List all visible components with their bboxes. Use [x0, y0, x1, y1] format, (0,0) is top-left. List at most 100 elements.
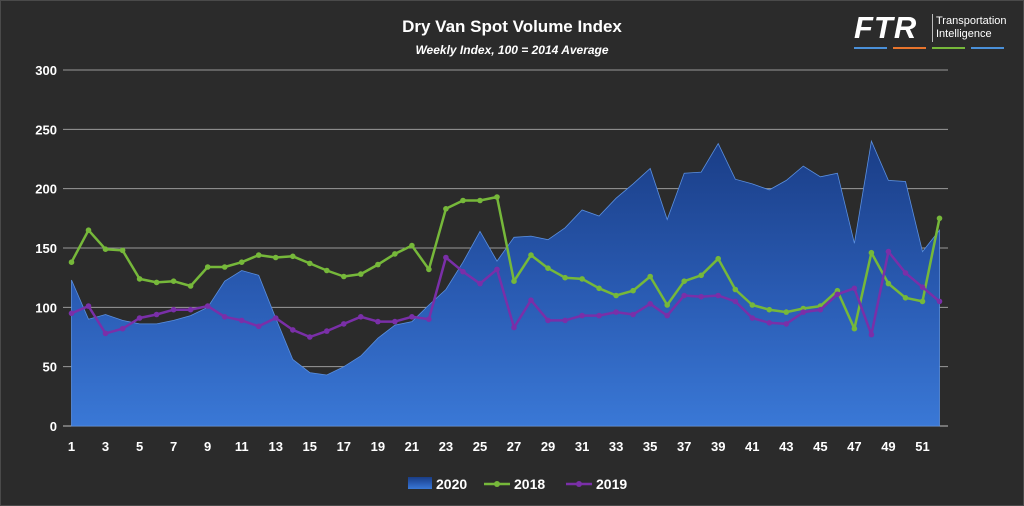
legend-marker-2019	[576, 481, 582, 487]
data-point-2019	[221, 314, 228, 320]
x-tick-label: 21	[405, 439, 419, 454]
x-tick-label: 3	[102, 439, 109, 454]
data-point-2019	[732, 298, 739, 305]
logo-bar	[971, 47, 1004, 49]
data-point-2019	[715, 292, 721, 299]
data-point-2019	[885, 248, 892, 255]
data-point-2018	[460, 197, 466, 204]
data-point-2018	[392, 251, 398, 257]
x-axis-ticks: 1 3 5 7 9 11 13 15 17 19 21 23 25 27 29 31 33 35 37 39 41 43 4…	[68, 439, 930, 454]
data-point-2018	[477, 197, 483, 204]
x-tick-label: 43	[779, 439, 793, 454]
data-point-2018	[528, 252, 534, 258]
data-point-2019	[358, 314, 364, 320]
x-tick-label: 37	[677, 439, 691, 454]
data-point-2019	[800, 309, 807, 315]
x-tick-label: 27	[507, 439, 521, 454]
y-axis-ticks: 0 50 100 150 200 250 300	[35, 63, 57, 434]
data-point-2019	[290, 327, 296, 333]
data-point-2019	[324, 328, 330, 334]
logo-text-line2: Intelligence	[936, 28, 992, 40]
data-point-2018	[290, 253, 296, 260]
data-point-2019	[460, 268, 466, 275]
data-point-2019	[102, 330, 109, 337]
legend-swatch-2020	[408, 477, 432, 489]
data-point-2019	[834, 291, 841, 298]
x-tick-label: 31	[575, 439, 589, 454]
legend-marker-2018	[494, 481, 500, 487]
data-point-2018	[187, 283, 194, 289]
data-point-2018	[936, 215, 943, 222]
x-tick-label: 7	[170, 439, 177, 454]
data-point-2018	[324, 267, 330, 274]
legend-label-2019: 2019	[596, 476, 627, 492]
data-point-2019	[307, 334, 313, 340]
data-point-2018	[221, 264, 228, 270]
data-point-2019	[681, 292, 687, 299]
data-point-2018	[596, 285, 602, 292]
x-tick-label: 47	[847, 439, 861, 454]
data-point-2019	[783, 321, 790, 327]
data-point-2018	[783, 309, 790, 315]
y-tick-label: 200	[35, 182, 57, 197]
y-tick-label: 0	[50, 419, 57, 434]
x-tick-label: 23	[439, 439, 453, 454]
x-tick-label: 19	[371, 439, 385, 454]
y-tick-label: 300	[35, 63, 57, 78]
data-point-2018	[136, 276, 143, 282]
data-point-2019	[170, 306, 177, 313]
data-point-2019	[545, 317, 551, 324]
data-point-2019	[392, 318, 398, 325]
data-point-2019	[936, 298, 943, 305]
data-point-2018	[698, 272, 704, 279]
chart-title: Dry Van Spot Volume Index	[402, 17, 622, 36]
x-tick-label: 1	[68, 439, 75, 454]
data-point-2018	[851, 325, 858, 332]
x-tick-label: 49	[881, 439, 895, 454]
data-point-2019	[477, 280, 483, 287]
x-tick-label: 5	[136, 439, 143, 454]
data-point-2019	[204, 303, 211, 309]
data-point-2019	[153, 311, 160, 318]
data-point-2018	[613, 292, 619, 299]
area-2020	[71, 139, 940, 427]
ftr-logo: FTR Transportation Intelligence	[848, 10, 1012, 54]
data-point-2019	[562, 317, 568, 324]
data-point-2018	[341, 273, 347, 280]
line-series-2019	[68, 248, 943, 340]
data-point-2019	[817, 306, 824, 313]
data-point-2018	[868, 249, 875, 256]
logo-bar	[932, 47, 965, 49]
logo-mark: FTR	[854, 10, 918, 45]
x-tick-label: 11	[235, 439, 249, 454]
data-point-2019	[596, 312, 602, 319]
data-point-2019	[238, 317, 245, 324]
x-tick-label: 9	[204, 439, 211, 454]
x-tick-label: 13	[269, 439, 283, 454]
x-tick-label: 35	[643, 439, 657, 454]
data-point-2018	[664, 302, 670, 308]
data-point-2019	[119, 325, 126, 332]
logo-text-line1: Transportation	[936, 15, 1007, 27]
data-point-2018	[443, 206, 449, 212]
series-line-2019	[71, 250, 941, 339]
data-point-2018	[68, 259, 75, 266]
data-point-2019	[902, 270, 909, 276]
data-point-2018	[409, 242, 415, 249]
data-point-2018	[562, 274, 568, 281]
data-point-2019	[68, 310, 75, 317]
data-point-2018	[630, 287, 636, 294]
line-series-2018	[68, 194, 943, 332]
logo-bar	[854, 47, 887, 49]
data-point-2019	[528, 297, 534, 304]
line-series-layer	[68, 194, 943, 340]
data-point-2019	[698, 293, 704, 300]
y-tick-label: 100	[35, 300, 57, 315]
data-point-2019	[630, 311, 636, 318]
data-point-2019	[766, 320, 773, 326]
data-point-2018	[732, 286, 739, 293]
data-point-2019	[851, 285, 858, 292]
data-point-2018	[885, 280, 892, 287]
chart-subtitle: Weekly Index, 100 = 2014 Average	[415, 43, 608, 57]
